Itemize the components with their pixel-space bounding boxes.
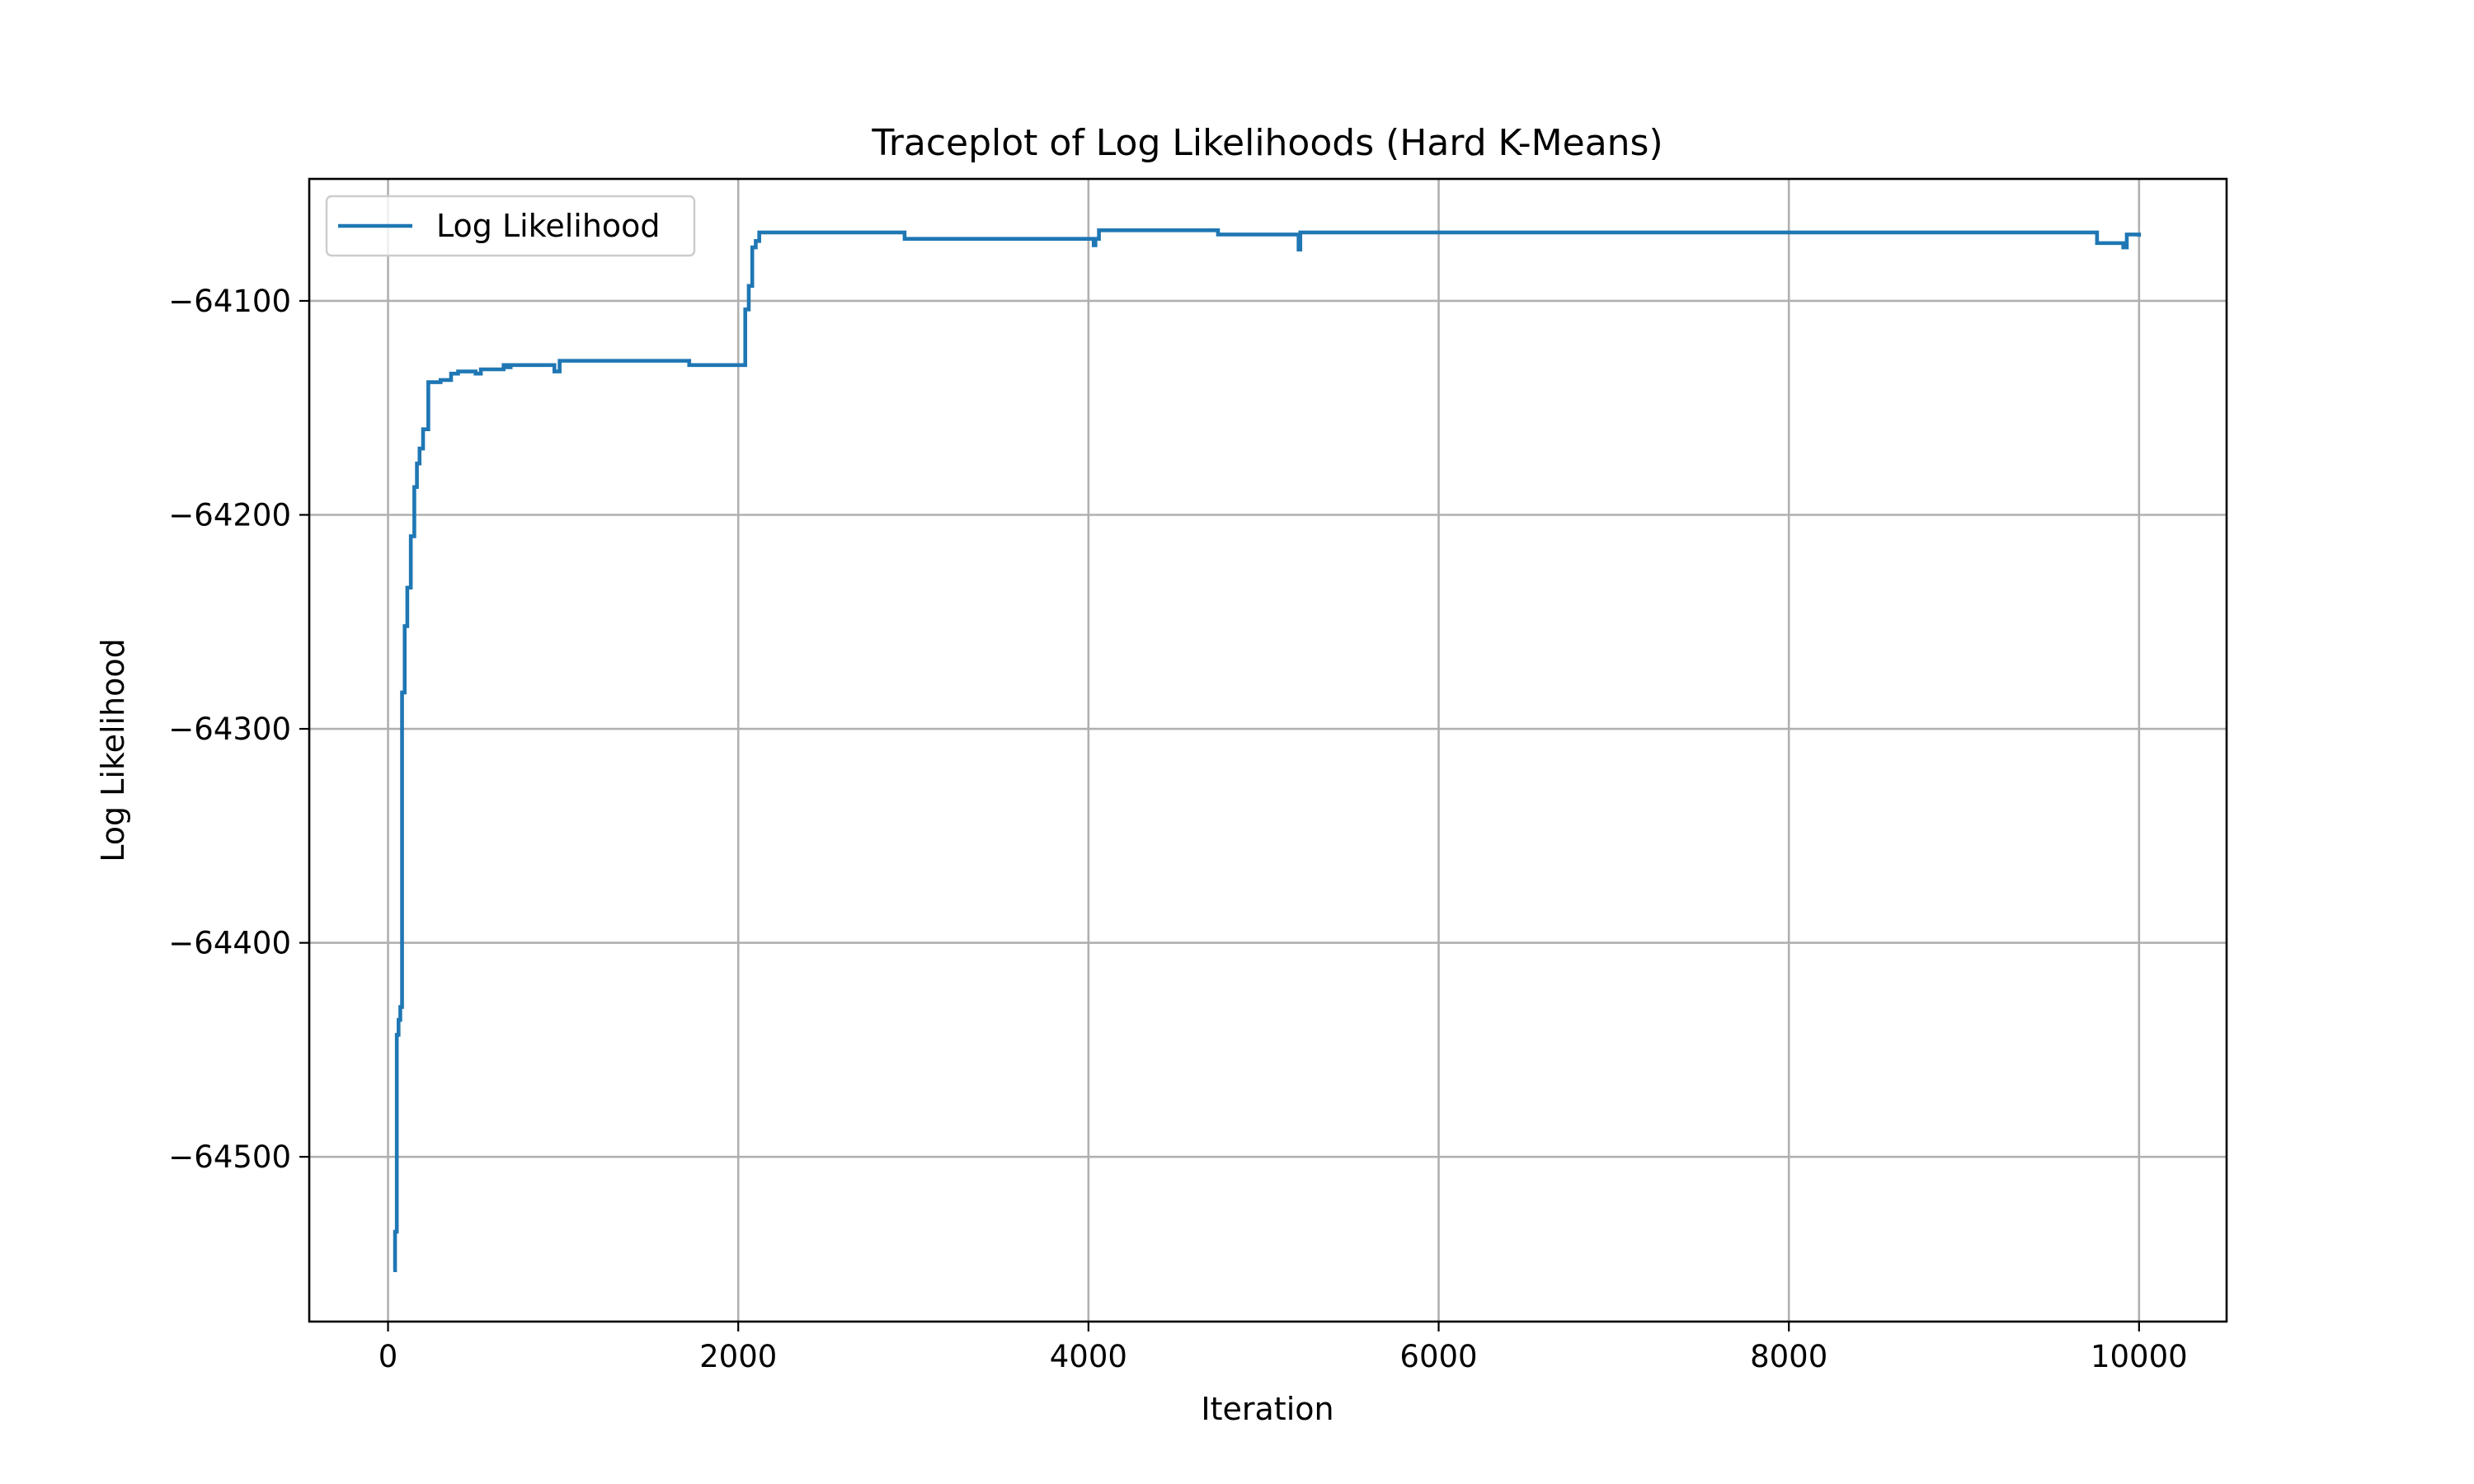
plot-frame [308,177,2228,1323]
y-tick-label: −64200 [168,497,291,533]
y-tick-label: −64500 [168,1139,291,1175]
x-axis-label: Iteration [1201,1391,1333,1427]
x-tick-label: 10000 [2091,1339,2188,1374]
chart-title: Traceplot of Log Likelihoods (Hard K-Mea… [871,122,1663,164]
legend-series-label: Log Likelihood [436,208,661,244]
x-tick-label: 0 [379,1339,398,1374]
x-tick-label: 6000 [1399,1339,1477,1374]
y-axis-label: Log Likelihood [95,638,131,862]
tick-layer: 0 2000 4000 6000 8000 10000 −64500 −64400 −64300… [168,284,2187,1374]
series-layer [393,228,2142,1273]
y-tick-label: −64100 [168,284,291,319]
legend-box [325,195,696,257]
y-tick-label: −64300 [168,711,291,747]
x-tick-label: 8000 [1750,1339,1827,1374]
x-tick-label: 4000 [1050,1339,1127,1374]
legend: Log Likelihood [325,195,696,257]
y-tick-label: −64400 [168,926,291,961]
x-tick-label: 2000 [699,1339,777,1374]
series-line-log-likelihood [393,228,2142,1273]
grid-layer [309,179,2227,1322]
